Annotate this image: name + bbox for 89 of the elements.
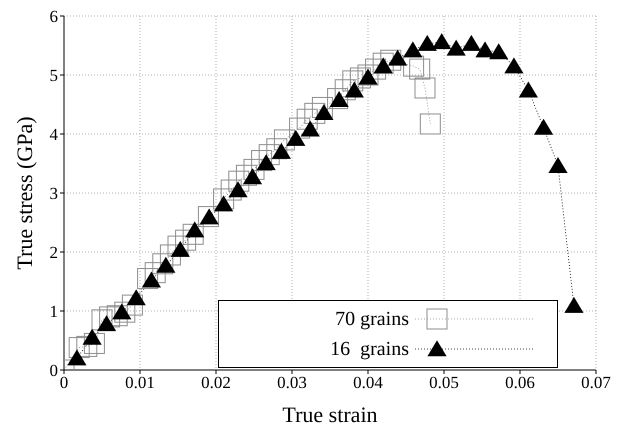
point	[152, 253, 174, 274]
x-tick-label: 0.03	[277, 373, 307, 392]
point	[82, 328, 102, 345]
point	[242, 168, 262, 184]
point	[314, 104, 334, 120]
point	[403, 41, 422, 58]
point	[358, 68, 378, 85]
point	[160, 244, 181, 266]
point	[106, 305, 128, 326]
point	[420, 113, 441, 134]
y-tick-label: 5	[50, 66, 58, 86]
point	[92, 309, 112, 330]
point	[213, 188, 234, 210]
point	[403, 56, 424, 77]
point	[564, 296, 584, 313]
point	[489, 43, 508, 60]
point	[99, 306, 120, 328]
point	[96, 315, 116, 332]
point	[504, 57, 524, 74]
x-axis-title: True strain	[282, 402, 378, 427]
y-tick-label: 2	[50, 243, 58, 262]
point	[409, 58, 430, 80]
point	[289, 118, 310, 139]
point	[228, 170, 250, 192]
point	[304, 102, 326, 124]
point	[548, 157, 568, 174]
point	[365, 58, 386, 80]
point	[432, 33, 452, 50]
x-tick-label: 0.01	[125, 373, 155, 392]
point	[144, 262, 166, 284]
point	[344, 82, 364, 98]
point	[76, 336, 98, 357]
x-tick-label: 0.07	[581, 373, 612, 392]
point	[446, 40, 466, 56]
y-tick-label: 4	[50, 125, 58, 144]
point	[182, 224, 204, 245]
point	[126, 289, 146, 306]
point	[84, 332, 105, 354]
point	[175, 230, 196, 251]
x-tick-label: 0.05	[429, 373, 459, 392]
point	[274, 129, 295, 150]
point	[334, 79, 356, 100]
point	[462, 34, 481, 51]
point	[156, 256, 176, 273]
point	[342, 70, 364, 92]
point	[112, 303, 132, 320]
point	[256, 154, 276, 170]
point	[418, 34, 437, 51]
x-tick-label: 0.04	[353, 373, 384, 392]
point	[350, 67, 371, 88]
point	[258, 144, 280, 166]
legend-label: 70 grains	[334, 308, 409, 330]
point	[300, 120, 320, 136]
point	[122, 294, 143, 316]
point	[236, 164, 257, 186]
point	[534, 118, 554, 135]
point	[374, 57, 393, 74]
y-tick-label: 6	[50, 7, 58, 26]
y-tick-label: 1	[50, 302, 58, 322]
legend-label: 16 grains	[329, 338, 409, 360]
y-axis-title: True stress (GPa)	[12, 116, 37, 270]
point	[414, 77, 436, 98]
point	[170, 240, 190, 257]
point	[266, 138, 288, 160]
point	[168, 236, 188, 257]
point	[137, 268, 158, 290]
point	[388, 50, 408, 66]
y-tick-label: 0	[50, 361, 58, 380]
x-tick-label: 0.02	[201, 373, 231, 392]
point	[296, 108, 318, 130]
point	[114, 302, 136, 323]
x-tick-label: 0.06	[505, 373, 535, 392]
point	[228, 181, 248, 198]
point	[244, 158, 264, 180]
y-tick-label: 3	[50, 184, 58, 204]
point	[142, 272, 161, 288]
point	[185, 221, 204, 238]
point	[68, 337, 90, 358]
point	[380, 50, 402, 71]
point	[214, 195, 234, 212]
point	[358, 64, 378, 86]
point	[220, 180, 242, 201]
point	[372, 52, 394, 74]
point	[312, 96, 333, 118]
point	[272, 142, 291, 159]
point	[286, 130, 306, 146]
point	[251, 150, 272, 172]
point	[518, 82, 538, 98]
point	[67, 349, 87, 366]
